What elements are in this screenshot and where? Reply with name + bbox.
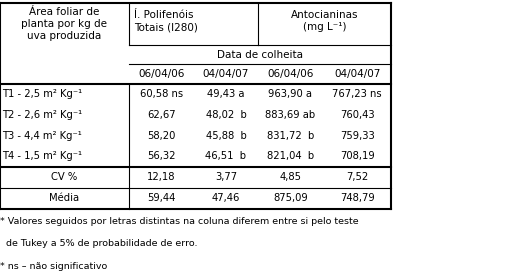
Text: 12,18: 12,18 xyxy=(147,172,176,182)
Text: 831,72  b: 831,72 b xyxy=(267,131,314,141)
Text: 821,04  b: 821,04 b xyxy=(267,152,314,161)
Text: 875,09: 875,09 xyxy=(273,193,308,203)
Text: 883,69 ab: 883,69 ab xyxy=(265,110,316,120)
Text: 3,77: 3,77 xyxy=(215,172,237,182)
Text: 46,51  b: 46,51 b xyxy=(206,152,246,161)
Text: 4,85: 4,85 xyxy=(279,172,301,182)
Text: CV %: CV % xyxy=(52,172,77,182)
Text: 60,58 ns: 60,58 ns xyxy=(140,89,183,99)
Text: Área foliar de
planta por kg de
uva produzida: Área foliar de planta por kg de uva prod… xyxy=(21,7,108,41)
Text: 49,43 a: 49,43 a xyxy=(207,89,245,99)
Text: * Valores seguidos por letras distintas na coluna diferem entre si pelo teste: * Valores seguidos por letras distintas … xyxy=(0,217,359,226)
Text: 7,52: 7,52 xyxy=(346,172,369,182)
Text: 04/04/07: 04/04/07 xyxy=(203,69,249,79)
Text: 59,44: 59,44 xyxy=(147,193,176,203)
Text: T4 - 1,5 m² Kg⁻¹: T4 - 1,5 m² Kg⁻¹ xyxy=(3,152,82,161)
Text: 759,33: 759,33 xyxy=(340,131,375,141)
Text: Antocianinas
(mg L⁻¹): Antocianinas (mg L⁻¹) xyxy=(291,10,358,32)
Text: 06/04/06: 06/04/06 xyxy=(267,69,314,79)
Text: 58,20: 58,20 xyxy=(147,131,176,141)
Text: 48,02  b: 48,02 b xyxy=(206,110,246,120)
Text: 47,46: 47,46 xyxy=(212,193,240,203)
Text: 04/04/07: 04/04/07 xyxy=(334,69,380,79)
Text: 767,23 ns: 767,23 ns xyxy=(332,89,382,99)
Text: 56,32: 56,32 xyxy=(147,152,176,161)
Text: 62,67: 62,67 xyxy=(147,110,176,120)
Text: T3 - 4,4 m² Kg⁻¹: T3 - 4,4 m² Kg⁻¹ xyxy=(3,131,82,141)
Text: Média: Média xyxy=(49,193,79,203)
Text: Data de colheita: Data de colheita xyxy=(217,50,303,60)
Text: de Tukey a 5% de probabilidade de erro.: de Tukey a 5% de probabilidade de erro. xyxy=(0,239,197,248)
Text: 708,19: 708,19 xyxy=(340,152,375,161)
Text: Í. Polifenóis
Totais (I280): Í. Polifenóis Totais (I280) xyxy=(134,10,197,32)
Text: T2 - 2,6 m² Kg⁻¹: T2 - 2,6 m² Kg⁻¹ xyxy=(3,110,83,120)
Text: 760,43: 760,43 xyxy=(340,110,375,120)
Text: 963,90 a: 963,90 a xyxy=(268,89,313,99)
Text: * ns – não significativo: * ns – não significativo xyxy=(0,262,107,271)
Text: 45,88  b: 45,88 b xyxy=(206,131,246,141)
Text: 06/04/06: 06/04/06 xyxy=(138,69,185,79)
Text: T1 - 2,5 m² Kg⁻¹: T1 - 2,5 m² Kg⁻¹ xyxy=(3,89,83,99)
Text: 748,79: 748,79 xyxy=(340,193,375,203)
